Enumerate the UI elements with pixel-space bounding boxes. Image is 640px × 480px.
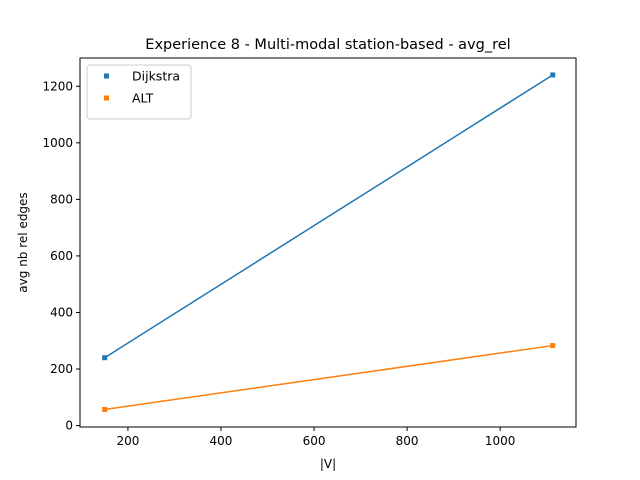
ticks: 200 400 600 800 1000 0 200 400 600 800 1000 1200: [42, 79, 515, 448]
x-axis-label: |V|: [320, 457, 336, 471]
chart-title: Experience 8 - Multi-modal station-based…: [145, 37, 510, 53]
plot-frame: [79, 57, 577, 428]
alt-legend-label: ALT: [132, 91, 154, 106]
dijkstra-data-point: [550, 72, 556, 78]
alt-data-point: [550, 343, 556, 349]
x-tick-label: 200: [116, 434, 139, 448]
alt-data-point: [102, 406, 108, 412]
alt-series-line: [104, 344, 553, 411]
legend-box: [86, 64, 192, 120]
y-tick-label: 400: [50, 305, 73, 319]
y-tick-label: 1000: [42, 136, 73, 150]
y-tick-label: 0: [65, 419, 73, 433]
y-tick-label: 600: [50, 249, 73, 263]
x-tick-label: 1000: [485, 434, 516, 448]
alt-legend-marker: [104, 95, 109, 101]
x-tick-label: 400: [210, 434, 233, 448]
series-layer: [102, 72, 556, 412]
y-axis-label: avg nb rel edges: [16, 192, 30, 292]
y-tick-label: 1200: [42, 79, 73, 93]
dijkstra-legend-label: Dijkstra: [132, 69, 180, 84]
y-tick-label: 800: [50, 192, 73, 206]
x-tick-label: 800: [396, 434, 419, 448]
y-tick-label: 200: [50, 362, 73, 376]
x-tick-label: 600: [303, 434, 326, 448]
dijkstra-series-line: [104, 74, 554, 359]
dijkstra-legend-marker: [104, 73, 109, 79]
legend: Dijkstra ALT: [86, 64, 192, 120]
dijkstra-data-point: [102, 355, 108, 361]
